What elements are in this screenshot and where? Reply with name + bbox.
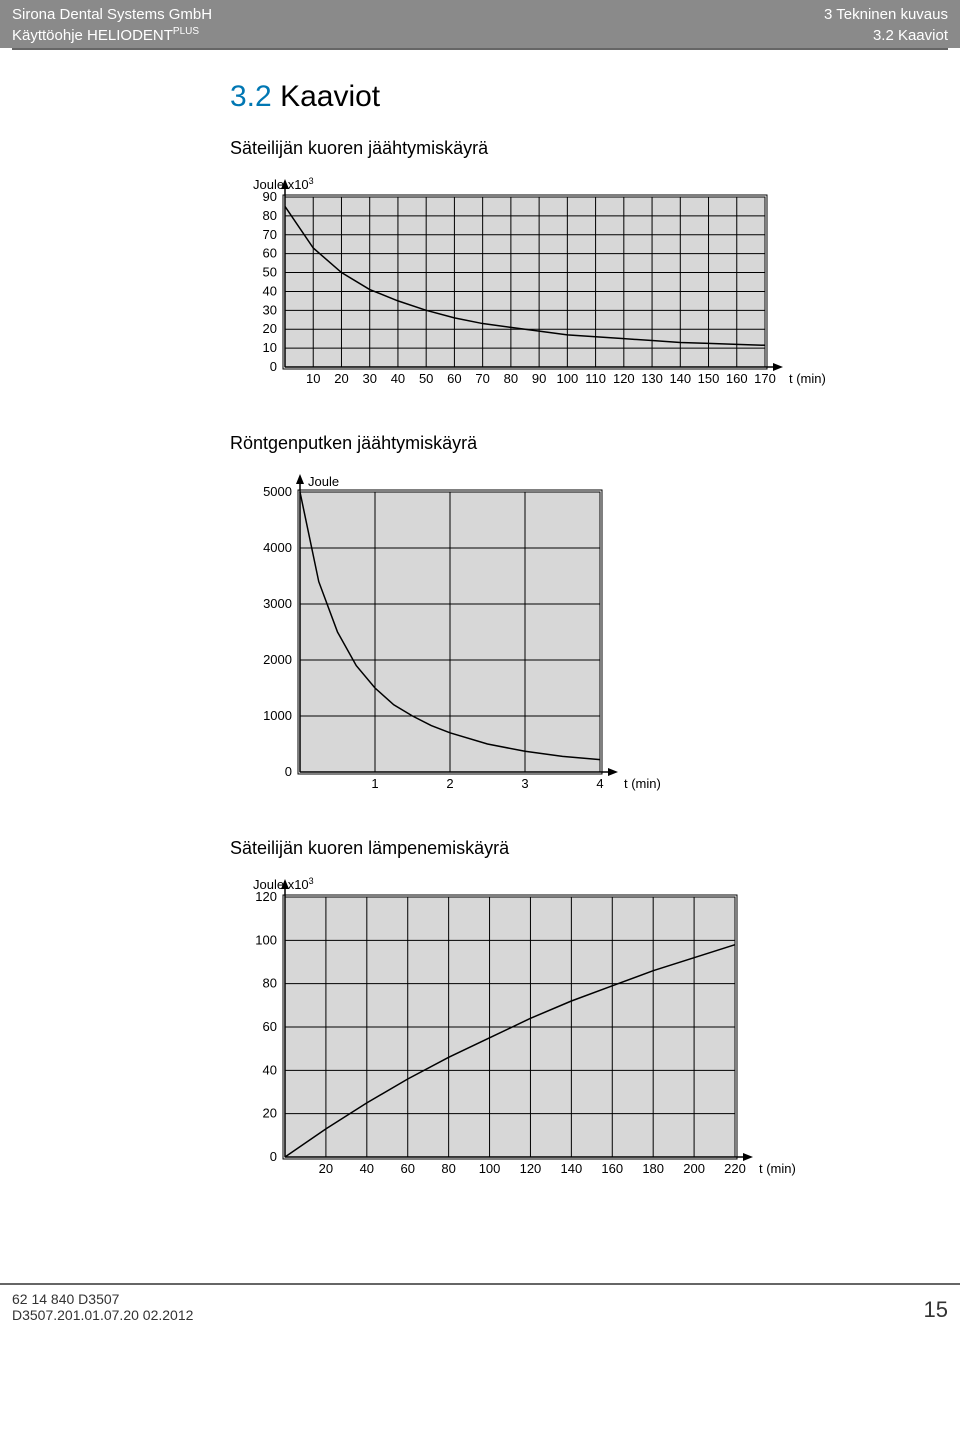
header-left-line-1: Sirona Dental Systems GmbH — [12, 4, 212, 25]
footer-left: 62 14 840 D3507 D3507.201.01.07.20 02.20… — [12, 1291, 193, 1323]
svg-text:20: 20 — [263, 1106, 277, 1121]
page-content: 3.2 Kaaviot Säteilijän kuoren jäähtymisk… — [0, 50, 960, 1243]
svg-text:160: 160 — [601, 1161, 623, 1176]
svg-text:30: 30 — [263, 302, 277, 317]
svg-text:4: 4 — [596, 776, 603, 791]
svg-text:0: 0 — [270, 1149, 277, 1164]
svg-text:90: 90 — [532, 371, 546, 386]
header-right-line-1: 3 Tekninen kuvaus — [824, 4, 948, 25]
svg-text:60: 60 — [263, 246, 277, 261]
svg-text:60: 60 — [400, 1161, 414, 1176]
page-number: 15 — [924, 1297, 948, 1323]
page-header: Sirona Dental Systems GmbH Käyttöohje HE… — [0, 0, 960, 48]
svg-text:Joule: Joule — [308, 474, 339, 489]
svg-text:20: 20 — [334, 371, 348, 386]
svg-text:20: 20 — [319, 1161, 333, 1176]
svg-text:0: 0 — [285, 764, 292, 779]
chart-3: 0204060801001202040608010012014016018020… — [230, 867, 840, 1187]
svg-text:60: 60 — [263, 1019, 277, 1034]
svg-text:80: 80 — [263, 976, 277, 991]
svg-text:100: 100 — [255, 932, 277, 947]
svg-text:1000: 1000 — [263, 708, 292, 723]
svg-text:220: 220 — [724, 1161, 746, 1176]
header-left-line-2: Käyttöohje HELIODENTPLUS — [12, 25, 212, 46]
svg-text:t (min): t (min) — [759, 1161, 796, 1176]
chart-2: 0 1000 2000 3000 4000 5000 1 2 3 4 t (min) Joule — [230, 462, 710, 802]
svg-text:70: 70 — [263, 227, 277, 242]
chart-1-block: Säteilijän kuoren jäähtymiskäyrä 0 10 20 30… — [230, 138, 900, 397]
svg-text:100: 100 — [557, 371, 579, 386]
svg-text:110: 110 — [585, 371, 606, 386]
header-right: 3 Tekninen kuvaus 3.2 Kaaviot — [824, 4, 948, 46]
chart-2-block: Röntgenputken jäähtymiskäyrä 0 1000 2000 30… — [230, 433, 900, 802]
svg-text:2: 2 — [446, 776, 453, 791]
svg-text:2000: 2000 — [263, 652, 292, 667]
chart-1-title: Säteilijän kuoren jäähtymiskäyrä — [230, 138, 900, 159]
svg-text:40: 40 — [263, 283, 277, 298]
svg-text:5000: 5000 — [263, 484, 292, 499]
svg-text:30: 30 — [362, 371, 376, 386]
page-footer: 62 14 840 D3507 D3507.201.01.07.20 02.20… — [0, 1283, 960, 1333]
svg-text:50: 50 — [419, 371, 433, 386]
header-left: Sirona Dental Systems GmbH Käyttöohje HE… — [12, 4, 212, 46]
svg-text:100: 100 — [479, 1161, 501, 1176]
svg-text:40: 40 — [360, 1161, 374, 1176]
section-title: 3.2 Kaaviot — [230, 80, 900, 114]
svg-text:170: 170 — [754, 371, 776, 386]
svg-text:200: 200 — [683, 1161, 705, 1176]
chart-1: 0102030405060708090102030405060708090100… — [230, 167, 870, 397]
svg-text:150: 150 — [698, 371, 720, 386]
chart-2-title: Röntgenputken jäähtymiskäyrä — [230, 433, 900, 454]
svg-text:180: 180 — [642, 1161, 664, 1176]
svg-text:40: 40 — [263, 1062, 277, 1077]
header-right-line-2: 3.2 Kaaviot — [873, 25, 948, 46]
svg-text:t (min): t (min) — [624, 776, 661, 791]
svg-text:0: 0 — [270, 359, 277, 374]
svg-text:Joule x103: Joule x103 — [253, 876, 314, 892]
svg-text:60: 60 — [447, 371, 461, 386]
svg-text:50: 50 — [263, 265, 277, 280]
svg-text:120: 120 — [613, 371, 635, 386]
svg-text:130: 130 — [641, 371, 663, 386]
svg-text:1: 1 — [371, 776, 378, 791]
svg-text:160: 160 — [726, 371, 748, 386]
svg-text:t (min): t (min) — [789, 371, 826, 386]
svg-text:3: 3 — [521, 776, 528, 791]
svg-text:4000: 4000 — [263, 540, 292, 555]
chart-3-title: Säteilijän kuoren lämpenemiskäyrä — [230, 838, 900, 859]
svg-text:80: 80 — [441, 1161, 455, 1176]
svg-text:10: 10 — [263, 340, 277, 355]
svg-text:10: 10 — [306, 371, 320, 386]
svg-text:20: 20 — [263, 321, 277, 336]
svg-text:80: 80 — [504, 371, 518, 386]
svg-text:3000: 3000 — [263, 596, 292, 611]
svg-text:140: 140 — [561, 1161, 583, 1176]
chart-3-block: Säteilijän kuoren lämpenemiskäyrä 0 20 40 6… — [230, 838, 900, 1187]
svg-text:80: 80 — [263, 208, 277, 223]
svg-text:40: 40 — [391, 371, 405, 386]
svg-text:Joule x103: Joule x103 — [253, 176, 314, 192]
svg-text:120: 120 — [520, 1161, 542, 1176]
svg-text:140: 140 — [669, 371, 691, 386]
svg-text:70: 70 — [475, 371, 489, 386]
